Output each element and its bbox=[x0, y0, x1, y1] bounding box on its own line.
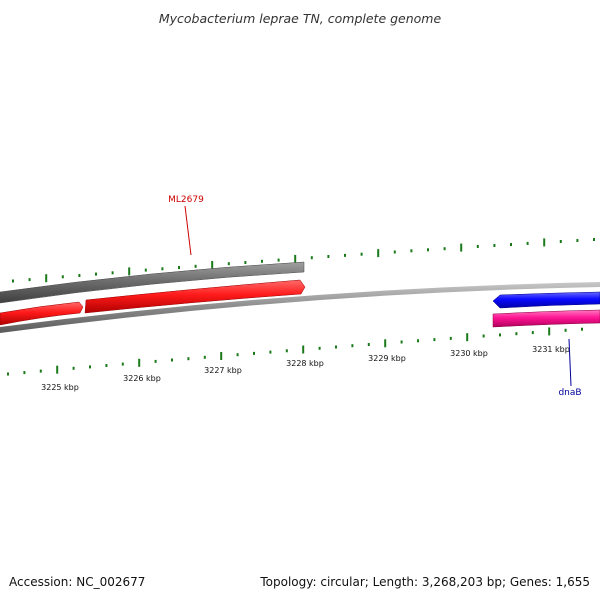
kbp-label-3229: 3229 kbp bbox=[368, 354, 406, 363]
kbp-label-3228: 3228 kbp bbox=[286, 359, 324, 368]
kbp-label-3227: 3227 kbp bbox=[204, 366, 242, 375]
kbp-label-3231: 3231 kbp bbox=[532, 345, 570, 354]
dnab-leader-line bbox=[568, 338, 572, 387]
ml2679-leader-line bbox=[184, 205, 192, 256]
forward-gene-track-gray bbox=[0, 261, 305, 304]
gene-arrow-red-left bbox=[0, 301, 84, 326]
gene-label-dnab[interactable]: dnaB bbox=[558, 388, 581, 398]
forward-ruler-ticks bbox=[12, 238, 595, 283]
accession-text: Accession: NC_002677 bbox=[9, 575, 145, 589]
gene-label-ml2679[interactable]: ML2679 bbox=[168, 195, 204, 205]
kbp-label-3225: 3225 kbp bbox=[41, 383, 79, 392]
gene-block-pink-dnab bbox=[492, 309, 600, 328]
kbp-label-3226: 3226 kbp bbox=[123, 374, 161, 383]
reverse-ruler-ticks bbox=[7, 327, 583, 376]
kbp-label-3230: 3230 kbp bbox=[450, 349, 488, 358]
genome-backbone bbox=[0, 282, 600, 333]
gene-arrow-red-ml2679 bbox=[84, 279, 306, 314]
genome-summary-text: Topology: circular; Length: 3,268,203 bp… bbox=[259, 575, 590, 589]
map-title: Mycobacterium leprae TN, complete genome bbox=[159, 11, 442, 26]
gene-arrow-blue bbox=[492, 291, 600, 309]
